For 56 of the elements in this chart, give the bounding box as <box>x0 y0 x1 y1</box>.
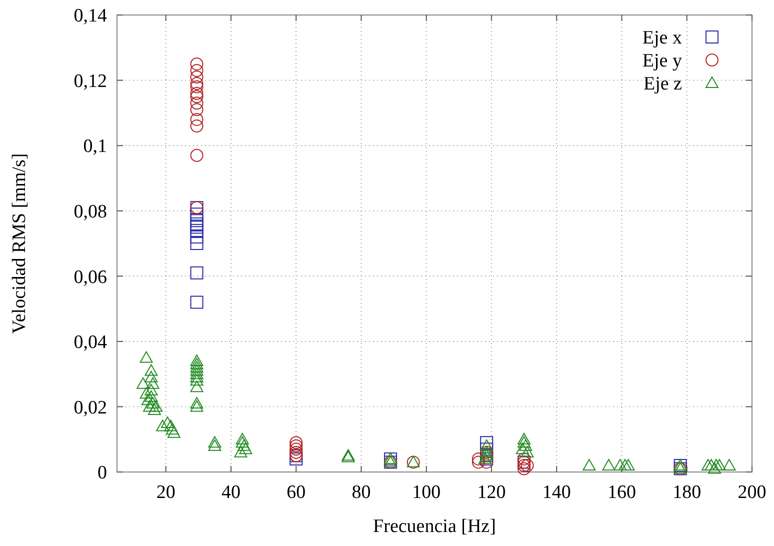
point <box>190 80 204 94</box>
point <box>472 456 485 469</box>
x-tick-label: 20 <box>156 482 176 503</box>
point <box>190 237 204 250</box>
point <box>190 217 204 230</box>
point <box>290 446 303 459</box>
point <box>518 452 531 466</box>
point <box>290 436 303 450</box>
x-axis-title: Frecuencia [Hz] <box>373 516 496 537</box>
x-tick-label: 100 <box>412 482 441 503</box>
point <box>480 436 494 450</box>
point <box>190 64 204 77</box>
point <box>190 86 204 100</box>
point <box>190 224 204 237</box>
y-tick-label: 0,04 <box>74 332 108 354</box>
point <box>190 77 204 90</box>
x-tick-label: 120 <box>477 482 506 503</box>
x-tick-label: 40 <box>221 482 240 503</box>
point <box>190 119 204 132</box>
y-tick-label: 0,02 <box>74 397 107 418</box>
point <box>190 103 204 116</box>
point <box>518 458 531 472</box>
legend-label: Eje z <box>643 74 682 95</box>
point <box>190 208 204 221</box>
point <box>190 57 204 70</box>
point <box>190 214 204 228</box>
x-tick-label: 180 <box>672 482 702 503</box>
x-tick-label: 160 <box>607 482 636 503</box>
point <box>472 452 485 466</box>
point <box>190 70 204 84</box>
legend-label: Eje x <box>642 28 682 49</box>
y-tick-label: 0,1 <box>83 136 107 158</box>
point <box>190 220 204 234</box>
point <box>518 462 531 476</box>
point <box>190 112 204 126</box>
x-tick-label: 60 <box>286 482 306 503</box>
legend-label: Eje y <box>642 50 682 72</box>
point <box>190 96 204 110</box>
point <box>190 266 204 280</box>
point <box>480 456 494 469</box>
point <box>190 148 204 162</box>
x-tick-label: 200 <box>738 482 766 503</box>
point <box>290 439 303 452</box>
point <box>520 458 534 472</box>
y-tick-label: 0 <box>98 462 107 484</box>
point <box>190 230 204 244</box>
x-tick-label: 80 <box>352 482 371 503</box>
y-tick-label: 0,12 <box>74 70 107 92</box>
point <box>190 90 204 104</box>
y-tick-label: 0,06 <box>74 266 107 288</box>
y-axis-title: Velocidad RMS [mm/s] <box>9 153 30 334</box>
point <box>190 296 204 309</box>
y-tick-label: 0,08 <box>74 202 107 223</box>
x-tick-label: 140 <box>542 482 571 503</box>
point <box>290 442 303 456</box>
y-tick-label: 0,14 <box>74 6 108 27</box>
